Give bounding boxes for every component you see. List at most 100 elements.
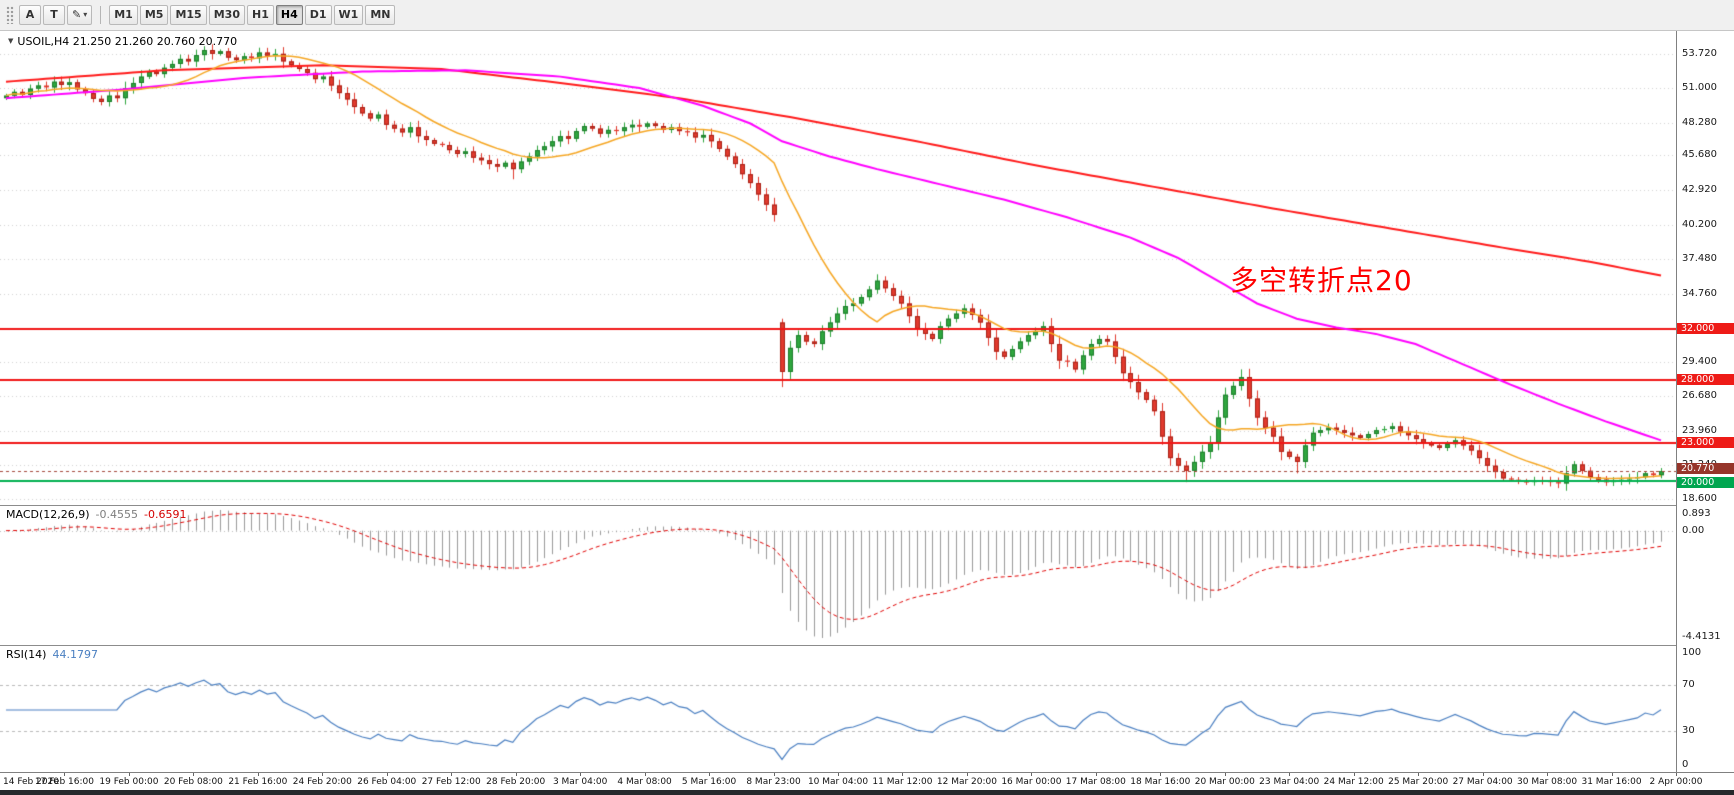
price-badge: 28.000 <box>1677 374 1734 386</box>
arrow-tool-button[interactable]: A <box>19 5 41 25</box>
pencil-icon: ✎ <box>72 8 82 21</box>
price-axis-label: 0.00 <box>1682 524 1705 536</box>
price-axis-label: 45.680 <box>1682 149 1717 161</box>
time-axis-tick <box>1225 773 1226 776</box>
price-axis-label: 0.893 <box>1682 508 1711 519</box>
price-axis[interactable]: 53.720 51.000 48.280 45.680 42.920 40.200 37.4… <box>1676 31 1734 772</box>
time-axis-label: 10 Mar 04:00 <box>807 777 869 787</box>
timeframe-button-mn[interactable]: MN <box>365 5 396 25</box>
time-axis-label: 16 Mar 00:00 <box>1001 777 1062 787</box>
time-axis-tick <box>129 773 130 776</box>
time-axis-label: 25 Mar 20:00 <box>1388 777 1449 787</box>
panel-separator[interactable] <box>0 505 1734 506</box>
chart-marker-icon: ▼ <box>8 37 14 45</box>
timeframe-button-group: M1 M5 M15 M30 H1 H4 D1 W1 MN <box>108 5 396 25</box>
timeframe-button-h4[interactable]: H4 <box>275 5 303 25</box>
toolbar: A T ✎ ▾ M1 M5 M15 M30 H1 H4 D1 W1 MN <box>0 0 1734 31</box>
time-axis-tick <box>1160 773 1161 776</box>
time-axis-label: 20 Feb 08:00 <box>163 777 223 787</box>
time-axis-tick <box>1547 773 1548 776</box>
price-axis-label: 53.720 <box>1682 47 1717 59</box>
price-axis-label: -4.4131 <box>1682 631 1721 642</box>
time-axis-label: 8 Mar 23:00 <box>746 777 801 787</box>
toolbar-separator <box>100 6 102 24</box>
price-axis-label: 37.480 <box>1682 253 1717 265</box>
time-axis-label: 17 Feb 16:00 <box>34 777 94 787</box>
time-axis-label: 20 Mar 00:00 <box>1194 777 1255 787</box>
time-axis-label: 4 Mar 08:00 <box>617 777 672 787</box>
time-axis-tick <box>1096 773 1097 776</box>
time-axis-tick <box>1289 773 1290 776</box>
time-axis-tick <box>709 773 710 776</box>
time-axis-tick <box>1031 773 1032 776</box>
price-axis-label: 48.280 <box>1682 116 1717 128</box>
symbol-ohlc-label: ▼ USOIL,H4 21.250 21.260 20.760 20.770 <box>8 35 237 48</box>
time-axis-tick <box>580 773 581 776</box>
price-axis-label: 26.680 <box>1682 390 1717 402</box>
draw-tool-button[interactable]: ✎ ▾ <box>67 5 93 25</box>
main-price-chart-canvas[interactable] <box>0 31 1676 505</box>
time-axis-label: 28 Feb 20:00 <box>486 777 546 787</box>
price-axis-label: 29.400 <box>1682 355 1717 367</box>
time-axis-label: 31 Mar 16:00 <box>1581 777 1642 787</box>
timeframe-button-w1[interactable]: W1 <box>333 5 364 25</box>
rsi-value: 44.1797 <box>52 648 98 661</box>
timeframe-button-h1[interactable]: H1 <box>246 5 274 25</box>
time-axis-label: 21 Feb 16:00 <box>228 777 288 787</box>
time-axis-tick <box>193 773 194 776</box>
time-axis-tick <box>387 773 388 776</box>
time-axis-label: 14 Feb 2020 <box>3 777 60 787</box>
time-axis[interactable]: 14 Feb 2020 17 Feb 16:00 19 Feb 00:00 20 Fe… <box>0 772 1734 790</box>
macd-name: MACD(12,26,9) <box>6 508 90 521</box>
time-axis-tick <box>1612 773 1613 776</box>
macd-indicator-label: MACD(12,26,9) -0.4555 -0.6591 <box>6 508 186 521</box>
price-badge: 20.000 <box>1677 477 1734 489</box>
panel-separator[interactable] <box>0 645 1734 646</box>
time-axis-label: 26 Feb 04:00 <box>357 777 417 787</box>
price-axis-label: 42.920 <box>1682 184 1717 196</box>
price-axis-label: 100 <box>1682 647 1702 658</box>
text-tool-button[interactable]: T <box>43 5 65 25</box>
time-axis-label: 2 Apr 00:00 <box>1649 777 1703 787</box>
time-axis-tick <box>451 773 452 776</box>
macd-main-value: -0.4555 <box>95 508 139 521</box>
time-axis-tick <box>645 773 646 776</box>
price-badge: 23.000 <box>1677 437 1734 449</box>
time-axis-label: 5 Mar 16:00 <box>681 777 737 787</box>
taskbar-edge <box>0 790 1734 795</box>
chevron-down-icon: ▾ <box>83 10 88 19</box>
chart-region: ▼ USOIL,H4 21.250 21.260 20.760 20.770 多空… <box>0 31 1734 790</box>
rsi-indicator-label: RSI(14) 44.1797 <box>6 648 98 661</box>
time-axis-label: 23 Mar 04:00 <box>1259 777 1320 787</box>
time-axis-label: 12 Mar 20:00 <box>936 777 997 787</box>
time-axis-tick <box>902 773 903 776</box>
price-axis-label: 34.760 <box>1682 287 1717 299</box>
symbol-ohlc-text: USOIL,H4 21.250 21.260 20.760 20.770 <box>17 35 238 48</box>
time-axis-label: 30 Mar 08:00 <box>1517 777 1578 787</box>
toolbar-grip-handle[interactable] <box>6 6 14 24</box>
rsi-panel-canvas[interactable] <box>0 645 1676 772</box>
timeframe-button-m30[interactable]: M30 <box>208 5 245 25</box>
price-axis-label: 23.960 <box>1682 424 1717 436</box>
time-axis-tick <box>258 773 259 776</box>
price-axis-label: 51.000 <box>1682 82 1717 94</box>
time-axis-tick <box>1483 773 1484 776</box>
timeframe-button-d1[interactable]: D1 <box>304 5 332 25</box>
timeframe-button-m5[interactable]: M5 <box>139 5 169 25</box>
time-axis-tick <box>64 773 65 776</box>
macd-panel-canvas[interactable] <box>0 505 1676 645</box>
time-axis-label: 17 Mar 08:00 <box>1065 777 1126 787</box>
timeframe-button-m1[interactable]: M1 <box>109 5 138 25</box>
price-badge: 20.770 <box>1677 463 1734 475</box>
macd-signal-value: -0.6591 <box>144 508 187 521</box>
time-axis-label: 19 Feb 00:00 <box>99 777 159 787</box>
time-axis-tick <box>1676 773 1677 776</box>
annotation-text[interactable]: 多空转折点20 <box>1230 264 1413 297</box>
time-axis-tick <box>967 773 968 776</box>
time-axis-tick <box>774 773 775 776</box>
price-axis-label: 18.600 <box>1682 492 1717 504</box>
time-axis-tick <box>1354 773 1355 776</box>
timeframe-button-m15[interactable]: M15 <box>170 5 207 25</box>
price-axis-label: 40.200 <box>1682 218 1717 230</box>
